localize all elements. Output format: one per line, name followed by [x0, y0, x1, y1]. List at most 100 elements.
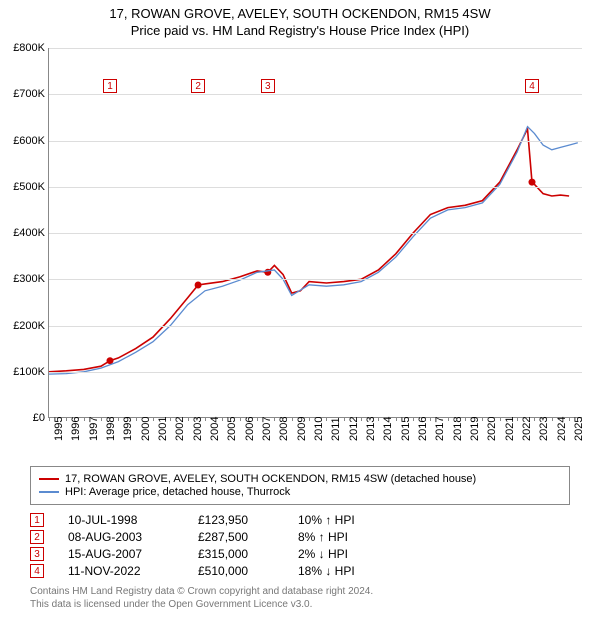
x-tick: [101, 417, 102, 421]
event-flag-4: 4: [525, 79, 539, 93]
legend-swatch: [39, 491, 59, 493]
title-subtitle: Price paid vs. HM Land Registry's House …: [0, 23, 600, 38]
x-tick: [361, 417, 362, 421]
x-axis-label: 2007: [261, 417, 273, 441]
event-date: 08-AUG-2003: [68, 530, 198, 544]
event-date: 11-NOV-2022: [68, 564, 198, 578]
footer-line2: This data is licensed under the Open Gov…: [30, 599, 373, 612]
gridline-h: [49, 279, 582, 280]
event-row: 315-AUG-2007£315,0002% ↓ HPI: [30, 547, 418, 561]
x-tick: [153, 417, 154, 421]
event-diff: 10% ↑ HPI: [298, 513, 418, 527]
x-axis-label: 1995: [53, 417, 65, 441]
y-axis-label: £100K: [3, 366, 45, 378]
event-diff: 18% ↓ HPI: [298, 564, 418, 578]
x-axis-label: 1997: [88, 417, 100, 441]
x-axis-label: 2023: [538, 417, 550, 441]
legend-item: 17, ROWAN GROVE, AVELEY, SOUTH OCKENDON,…: [39, 473, 561, 485]
x-tick: [500, 417, 501, 421]
y-axis-label: £0: [3, 412, 45, 424]
x-axis-label: 2006: [244, 417, 256, 441]
x-tick: [84, 417, 85, 421]
sale-marker: [529, 179, 536, 186]
event-badge: 4: [30, 564, 44, 578]
y-axis-label: £700K: [3, 88, 45, 100]
y-axis-label: £400K: [3, 227, 45, 239]
x-tick: [396, 417, 397, 421]
x-axis-label: 2025: [573, 417, 585, 441]
x-axis-label: 2005: [226, 417, 238, 441]
x-tick: [240, 417, 241, 421]
x-axis-label: 2019: [469, 417, 481, 441]
x-tick: [534, 417, 535, 421]
x-tick: [205, 417, 206, 421]
event-price: £315,000: [198, 547, 298, 561]
event-diff: 2% ↓ HPI: [298, 547, 418, 561]
event-date: 15-AUG-2007: [68, 547, 198, 561]
series-price_paid: [49, 129, 569, 372]
footer-line1: Contains HM Land Registry data © Crown c…: [30, 586, 373, 599]
event-flag-3: 3: [261, 79, 275, 93]
x-axis-label: 2004: [209, 417, 221, 441]
x-tick: [292, 417, 293, 421]
x-tick: [344, 417, 345, 421]
x-axis-label: 2016: [417, 417, 429, 441]
x-axis-label: 2001: [157, 417, 169, 441]
event-flag-1: 1: [103, 79, 117, 93]
legend-item: HPI: Average price, detached house, Thur…: [39, 486, 561, 498]
x-tick: [569, 417, 570, 421]
gridline-h: [49, 48, 582, 49]
x-tick: [188, 417, 189, 421]
x-tick: [118, 417, 119, 421]
gridline-h: [49, 94, 582, 95]
event-price: £510,000: [198, 564, 298, 578]
event-badge: 2: [30, 530, 44, 544]
x-tick: [326, 417, 327, 421]
x-tick: [309, 417, 310, 421]
gridline-h: [49, 187, 582, 188]
gridline-h: [49, 141, 582, 142]
x-axis-label: 1999: [122, 417, 134, 441]
title-address: 17, ROWAN GROVE, AVELEY, SOUTH OCKENDON,…: [0, 6, 600, 21]
event-date: 10-JUL-1998: [68, 513, 198, 527]
x-axis-label: 2010: [313, 417, 325, 441]
y-axis-label: £600K: [3, 135, 45, 147]
x-axis-label: 1998: [105, 417, 117, 441]
legend-label: HPI: Average price, detached house, Thur…: [65, 486, 290, 498]
plot-region: £0£100K£200K£300K£400K£500K£600K£700K£80…: [48, 48, 582, 418]
x-axis-label: 2017: [434, 417, 446, 441]
event-price: £123,950: [198, 513, 298, 527]
x-tick: [482, 417, 483, 421]
x-axis-label: 2011: [330, 417, 342, 441]
sale-marker: [195, 282, 202, 289]
x-tick: [222, 417, 223, 421]
x-tick: [448, 417, 449, 421]
sale-marker: [264, 269, 271, 276]
x-axis-label: 2013: [365, 417, 377, 441]
gridline-h: [49, 372, 582, 373]
chart-container: 17, ROWAN GROVE, AVELEY, SOUTH OCKENDON,…: [0, 0, 600, 620]
x-axis-label: 2024: [556, 417, 568, 441]
x-tick: [170, 417, 171, 421]
event-price: £287,500: [198, 530, 298, 544]
event-row: 110-JUL-1998£123,95010% ↑ HPI: [30, 513, 418, 527]
x-tick: [274, 417, 275, 421]
x-tick: [66, 417, 67, 421]
legend-label: 17, ROWAN GROVE, AVELEY, SOUTH OCKENDON,…: [65, 473, 476, 485]
x-axis-label: 2009: [296, 417, 308, 441]
chart-area: £0£100K£200K£300K£400K£500K£600K£700K£80…: [48, 48, 582, 418]
x-tick: [49, 417, 50, 421]
x-axis-label: 2000: [140, 417, 152, 441]
x-axis-label: 2021: [504, 417, 516, 441]
y-axis-label: £800K: [3, 42, 45, 54]
x-axis-label: 2014: [382, 417, 394, 441]
title-block: 17, ROWAN GROVE, AVELEY, SOUTH OCKENDON,…: [0, 0, 600, 38]
x-axis-label: 2003: [192, 417, 204, 441]
x-tick: [257, 417, 258, 421]
gridline-h: [49, 326, 582, 327]
event-flag-2: 2: [191, 79, 205, 93]
x-tick: [465, 417, 466, 421]
x-axis-label: 2015: [400, 417, 412, 441]
event-row: 208-AUG-2003£287,5008% ↑ HPI: [30, 530, 418, 544]
x-axis-label: 2008: [278, 417, 290, 441]
